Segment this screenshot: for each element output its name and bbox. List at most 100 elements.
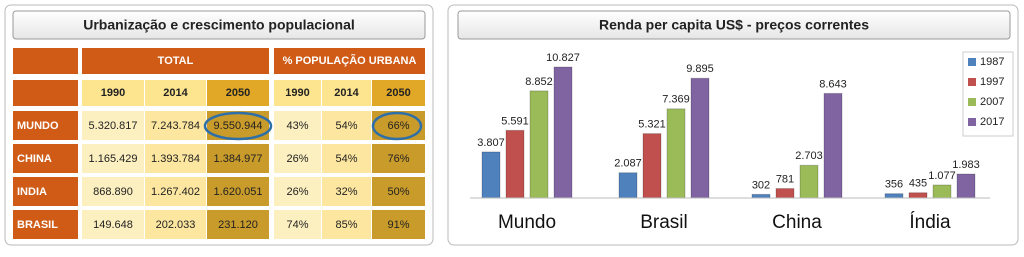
data-cell (145, 144, 206, 173)
cell-value: 91% (387, 219, 409, 231)
year-cell (372, 80, 425, 106)
cell-value: 1.267.402 (151, 186, 200, 198)
value-label: 8.643 (819, 78, 847, 90)
legend-label: 1987 (980, 56, 1004, 68)
bar (932, 184, 952, 199)
cell-value: 149.648 (93, 219, 133, 231)
year-cell (322, 80, 371, 106)
value-label: 781 (776, 173, 794, 185)
cell-value: 7.243.784 (151, 120, 200, 132)
cell-value: 9.550.944 (214, 120, 263, 132)
table-title: Urbanização e crescimento populacional (83, 17, 355, 33)
value-label: 1.983 (952, 159, 980, 171)
cell-value: 66% (387, 120, 409, 132)
x-tick-label: Brasil (640, 212, 688, 233)
cell-value: 231.120 (218, 219, 258, 231)
legend-swatch (968, 118, 976, 126)
cell-value: 85% (335, 219, 357, 231)
cell-value: 26% (286, 153, 308, 165)
row-label-cell (13, 144, 78, 173)
value-label: 5.591 (501, 115, 529, 127)
cell-value: 74% (286, 219, 308, 231)
value-label: 10.827 (546, 52, 580, 64)
value-label: 9.895 (686, 63, 714, 75)
cell-value: 1.393.784 (151, 153, 200, 165)
group-header: TOTAL (158, 55, 194, 67)
cell-value: 868.890 (93, 186, 133, 198)
value-label: 7.369 (662, 94, 690, 106)
legend-swatch (968, 58, 976, 66)
bar (908, 192, 928, 199)
value-label: 356 (885, 179, 903, 191)
x-tick-label: China (772, 212, 822, 233)
data-cell (82, 111, 144, 140)
bar (666, 108, 686, 199)
year-cell (82, 80, 144, 106)
value-label: 1.077 (928, 170, 956, 182)
data-cell (372, 144, 425, 173)
data-cell (322, 177, 371, 206)
data-cell (274, 111, 321, 140)
bar (690, 77, 710, 199)
cell-value: 1.384.977 (214, 153, 263, 165)
data-cell (145, 177, 206, 206)
value-label: 3.807 (477, 137, 505, 149)
year-header: 2014 (334, 87, 359, 99)
cell-value: 5.320.817 (89, 120, 138, 132)
bar (799, 164, 819, 199)
bar (884, 193, 904, 199)
bar (618, 172, 638, 199)
cell-value: 26% (286, 186, 308, 198)
cell-value: 1.620.051 (214, 186, 263, 198)
year-header: 1990 (101, 87, 125, 99)
row-header-cell (13, 48, 78, 74)
year-header: 2014 (163, 87, 188, 99)
cell-value: 76% (387, 153, 409, 165)
legend-label: 1997 (980, 76, 1004, 88)
legend-label: 2017 (980, 116, 1004, 128)
data-cell (82, 210, 144, 239)
chart-title-box (457, 10, 1011, 40)
data-cell (322, 144, 371, 173)
group-header-cell (274, 48, 425, 74)
highlight-circle (371, 111, 423, 141)
legend-label: 2007 (980, 96, 1004, 108)
x-tick-label: Mundo (498, 212, 556, 233)
cell-value: 54% (335, 120, 357, 132)
year-cell (145, 80, 206, 106)
legend-swatch (968, 98, 976, 106)
bar (481, 151, 501, 199)
row-label-cell (13, 111, 78, 140)
year-cell (207, 80, 269, 106)
bar (553, 66, 573, 199)
group-header: % POPULAÇÃO URBANA (283, 54, 417, 67)
chart-panel (447, 4, 1019, 246)
value-label: 8.852 (525, 76, 553, 88)
group-header-cell (82, 48, 269, 74)
data-cell (207, 144, 269, 173)
row-label: INDIA (17, 186, 47, 198)
data-cell (274, 210, 321, 239)
highlight-circle (203, 111, 273, 141)
value-label: 435 (909, 178, 927, 190)
data-cell (274, 177, 321, 206)
data-cell (274, 144, 321, 173)
data-cell (322, 111, 371, 140)
data-cell (322, 210, 371, 239)
data-cell (82, 144, 144, 173)
data-cell (207, 210, 269, 239)
bar (823, 92, 843, 199)
bar (956, 173, 976, 199)
row-label-cell (13, 210, 78, 239)
cell-value: 43% (286, 120, 308, 132)
legend-swatch (968, 78, 976, 86)
bar (751, 193, 771, 199)
year-header: 2050 (386, 87, 410, 99)
value-label: 302 (752, 179, 770, 191)
year-cell (274, 80, 321, 106)
value-label: 2.703 (795, 150, 823, 162)
table-title-box (12, 10, 426, 40)
row-label: CHINA (17, 153, 52, 165)
row-label: BRASIL (17, 219, 58, 231)
